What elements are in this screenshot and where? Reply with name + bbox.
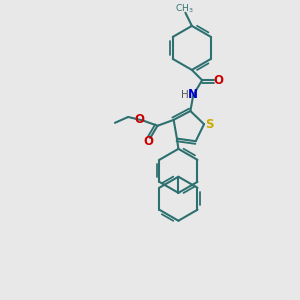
Text: H: H: [181, 90, 189, 100]
Text: O: O: [144, 135, 154, 148]
Text: N: N: [188, 88, 198, 101]
Text: CH$_3$: CH$_3$: [175, 2, 193, 14]
Text: O: O: [134, 112, 144, 125]
Text: O: O: [213, 74, 223, 87]
Text: S: S: [205, 118, 213, 131]
